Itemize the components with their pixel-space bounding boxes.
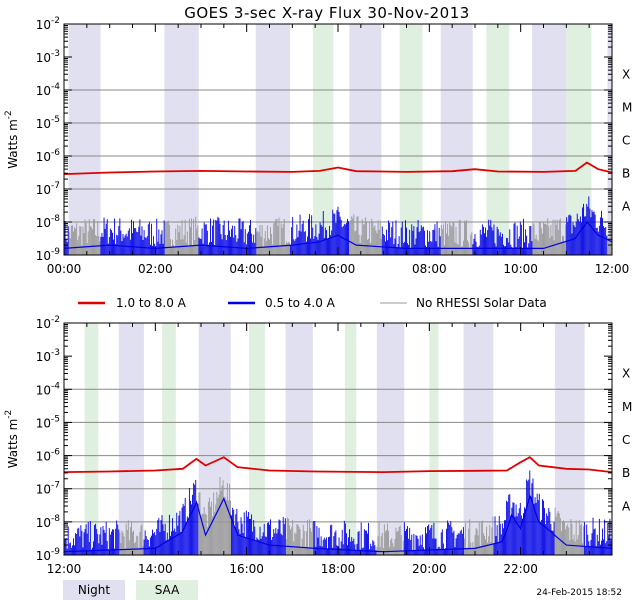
y-tick-label: 10-4 [36,82,61,98]
band-swatch [63,580,125,600]
flare-class-label: X [622,367,630,381]
saa-band [162,323,176,555]
band-label: SAA [155,583,180,597]
x-tick-label: 14:00 [138,562,173,576]
night-band [164,24,199,255]
saa-band [486,24,510,255]
flare-class-label: M [622,101,632,115]
y-tick-label: 10-5 [36,414,60,430]
x-tick-label: 08:00 [412,262,447,276]
night-band [118,323,144,555]
saa-band [344,323,357,555]
night-band [255,24,291,255]
flare-class-label: C [622,433,630,447]
y-tick-label: 10-3 [36,49,60,65]
y-tick-label: 10-4 [36,381,61,397]
saa-band [429,323,439,555]
y-tick-label: 10-8 [36,214,61,230]
y-axis-label: Watts m-2 [4,410,20,469]
y-tick-label: 10-9 [36,247,61,263]
y-tick-label: 10-3 [36,348,60,364]
night-band [532,24,567,255]
y-tick-label: 10-6 [36,148,61,164]
y-tick-label: 10-7 [36,481,60,497]
x-tick-label: 02:00 [138,262,173,276]
night-band [349,24,382,255]
x-tick-label: 22:00 [503,562,538,576]
short-channel-noise [63,470,612,555]
y-tick-label: 10-2 [36,315,60,331]
y-axis-label: Watts m-2 [4,110,20,169]
band-legend: Night SAA [63,580,198,600]
night-band [463,323,494,555]
saa-band [312,24,334,255]
bottom-panel: 10-9 10-8 10-7 10-6 10-5 10-4 10-3 10-2 A B C M X Wat… [4,315,632,576]
night-band [285,323,313,555]
saa-band [248,323,265,555]
x-tick-label: 12:00 [47,562,82,576]
flare-class-label: B [622,466,630,480]
y-tick-label: 10-7 [36,181,60,197]
flare-class-label: A [622,499,631,513]
flare-class-label: M [622,400,632,414]
legend-label: No RHESSI Solar Data [416,296,547,310]
flare-class-label: X [622,68,630,82]
night-band [554,323,585,555]
x-tick-label: 06:00 [321,262,356,276]
x-tick-label: 00:00 [47,262,82,276]
flare-class-label: B [622,167,630,181]
band-swatch [136,580,198,600]
night-band [607,24,612,255]
flare-class-label: A [622,200,631,214]
legend-label: 0.5 to 4.0 A [265,296,336,310]
saa-band [399,24,423,255]
y-tick-label: 10-5 [36,115,60,131]
y-tick-label: 10-9 [36,547,61,563]
short-flux-line [63,221,613,250]
night-band [376,323,405,555]
long-flux-line [63,456,613,474]
x-tick-label: 16:00 [229,562,264,576]
x-tick-label: 04:00 [229,262,264,276]
series-legend: 1.0 to 8.0 A 0.5 to 4.0 A No RHESSI Solar … [78,296,547,310]
y-tick-label: 10-6 [36,448,61,464]
y-tick-label: 10-8 [36,514,61,530]
x-tick-label: 12:00 [595,262,630,276]
night-band [68,24,101,255]
band-label: Night [78,583,111,597]
x-tick-label: 10:00 [503,262,538,276]
x-tick-label: 20:00 [412,562,447,576]
chart-title: GOES 3-sec X-ray Flux 30-Nov-2013 [184,4,470,22]
timestamp-footer: 24-Feb-2015 18:52 [536,588,622,598]
long-flux-line [63,161,613,176]
x-tick-label: 18:00 [321,562,356,576]
legend-label: 1.0 to 8.0 A [116,296,187,310]
short-flux-line [63,493,613,553]
top-panel: 10-9 10-8 10-7 10-6 10-5 10-4 10-3 10-2 A B C M X Wat… [4,16,632,276]
y-tick-label: 10-2 [36,16,60,32]
short-channel-noise [63,196,613,255]
night-band [440,24,473,255]
saa-band [84,323,99,555]
flare-class-label: C [622,134,630,148]
